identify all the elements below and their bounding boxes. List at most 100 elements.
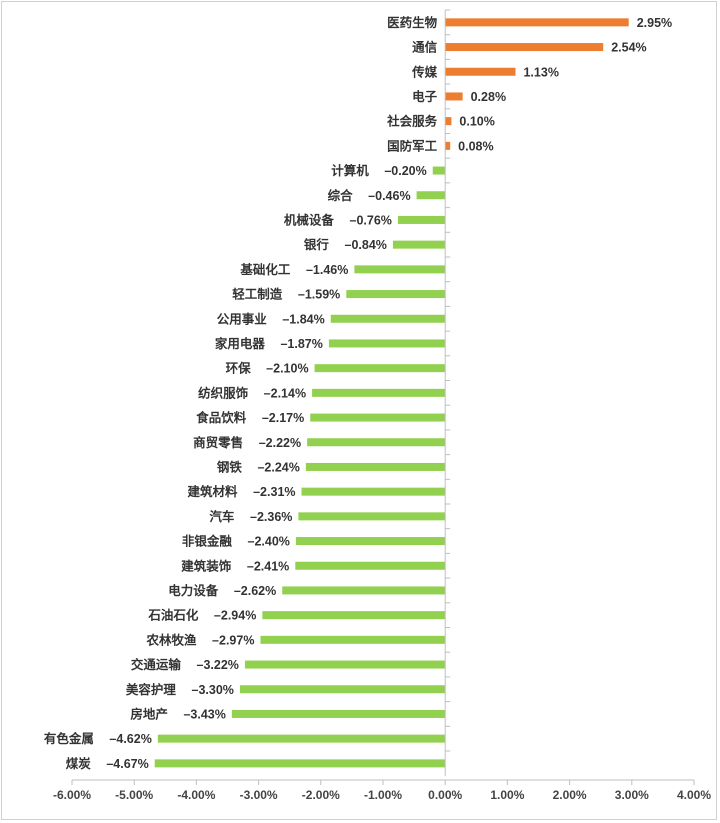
bar-0 (445, 18, 629, 27)
value-label: 0.10% (459, 115, 494, 129)
category-label: 美容护理 (126, 682, 177, 697)
category-labels-group: 医药生物通信传媒电子社会服务国防军工计算机综合机械设备银行基础化工轻工制造公用事… (44, 15, 438, 771)
value-label: 1.13% (523, 65, 558, 79)
bar-1 (445, 43, 604, 52)
x-tick-label: -2.00% (302, 788, 340, 802)
category-label: 建筑装饰 (181, 558, 232, 573)
category-label: 交通运输 (131, 657, 182, 672)
value-label: –2.40% (248, 535, 290, 549)
bar-3 (445, 92, 463, 101)
axes-group (71, 9, 695, 785)
value-label: –0.46% (368, 189, 410, 203)
bar-29 (157, 734, 446, 743)
value-label: –2.31% (253, 485, 295, 499)
value-label: –1.84% (282, 312, 324, 326)
value-label: 2.95% (637, 16, 672, 30)
bar-2 (445, 67, 516, 76)
bar-19 (301, 487, 446, 496)
value-label: –4.67% (106, 757, 148, 771)
category-label: 银行 (304, 237, 330, 252)
value-label: –4.62% (109, 732, 151, 746)
bar-22 (295, 561, 446, 570)
bar-18 (305, 462, 446, 471)
category-label: 社会服务 (386, 114, 438, 129)
bar-16 (310, 413, 446, 422)
value-label: –3.22% (197, 658, 239, 672)
value-label: –2.24% (257, 460, 299, 474)
bar-4 (445, 117, 452, 126)
category-label: 房地产 (130, 706, 168, 721)
bar-15 (312, 388, 446, 397)
value-label: –0.84% (345, 238, 387, 252)
value-label: –0.76% (350, 213, 392, 227)
value-label: –2.94% (214, 609, 256, 623)
x-tick-label: 3.00% (615, 788, 649, 802)
bar-10 (354, 265, 446, 274)
value-label: –0.20% (384, 164, 426, 178)
category-label: 钢铁 (217, 459, 243, 474)
category-label: 传媒 (411, 64, 438, 79)
x-tick-labels-group: -6.00% -5.00% -4.00% -3.00% -2.00% -1.00% 0.00… (53, 788, 711, 802)
value-label: –3.30% (192, 683, 234, 697)
category-label: 农林牧渔 (145, 632, 197, 647)
bars-group (154, 18, 629, 768)
category-label: 电子 (412, 89, 438, 104)
value-label: –1.46% (306, 263, 348, 277)
value-label: –1.59% (298, 288, 340, 302)
bar-5 (445, 141, 451, 150)
category-label: 纺织服饰 (198, 385, 249, 400)
bar-12 (330, 314, 446, 323)
bar-21 (295, 537, 446, 546)
value-label: –2.62% (234, 584, 276, 598)
category-label: 机械设备 (284, 212, 335, 227)
x-tick-label: -6.00% (53, 788, 91, 802)
category-label: 通信 (412, 40, 438, 55)
bar-9 (392, 240, 446, 249)
value-label: 2.54% (611, 41, 646, 55)
value-label: –1.87% (280, 337, 322, 351)
bar-11 (346, 290, 446, 299)
category-label: 煤炭 (66, 756, 92, 771)
bar-28 (231, 709, 446, 718)
category-label: 医药生物 (387, 15, 438, 30)
value-label: –2.22% (259, 436, 301, 450)
value-label: –3.43% (183, 707, 225, 721)
bar-30 (154, 759, 446, 768)
bar-7 (416, 191, 446, 200)
category-label: 石油石化 (147, 608, 199, 623)
value-label: –2.36% (250, 510, 292, 524)
category-label: 国防军工 (387, 138, 438, 153)
category-label: 综合 (328, 188, 354, 203)
value-label: –2.17% (262, 411, 304, 425)
category-label: 非银金融 (182, 534, 233, 549)
category-label: 家用电器 (215, 336, 266, 351)
bar-23 (282, 586, 446, 595)
value-label: –2.10% (266, 362, 308, 376)
bar-20 (298, 512, 446, 521)
bar-25 (260, 635, 446, 644)
category-label: 电力设备 (168, 583, 219, 598)
category-label: 建筑材料 (188, 484, 239, 499)
bar-13 (328, 339, 446, 348)
category-label: 计算机 (331, 163, 369, 178)
x-tick-label: 0.00% (428, 788, 462, 802)
category-label: 有色金属 (44, 731, 94, 746)
value-label: 0.28% (471, 90, 506, 104)
value-label: –2.41% (247, 559, 289, 573)
x-tick-label: 1.00% (490, 788, 524, 802)
x-tick-label: 2.00% (553, 788, 587, 802)
x-tick-label: -1.00% (364, 788, 402, 802)
value-label: 0.08% (458, 139, 493, 153)
x-tick-label: -4.00% (177, 788, 215, 802)
category-label: 汽车 (209, 509, 235, 524)
bar-24 (262, 611, 446, 620)
bar-27 (239, 685, 446, 694)
category-label: 轻工制造 (232, 287, 283, 302)
bar-26 (244, 660, 446, 669)
bar-6 (432, 166, 446, 175)
bar-14 (314, 364, 446, 373)
bar-8 (397, 215, 446, 224)
x-tick-label: -3.00% (240, 788, 278, 802)
category-label: 商贸零售 (193, 435, 243, 450)
